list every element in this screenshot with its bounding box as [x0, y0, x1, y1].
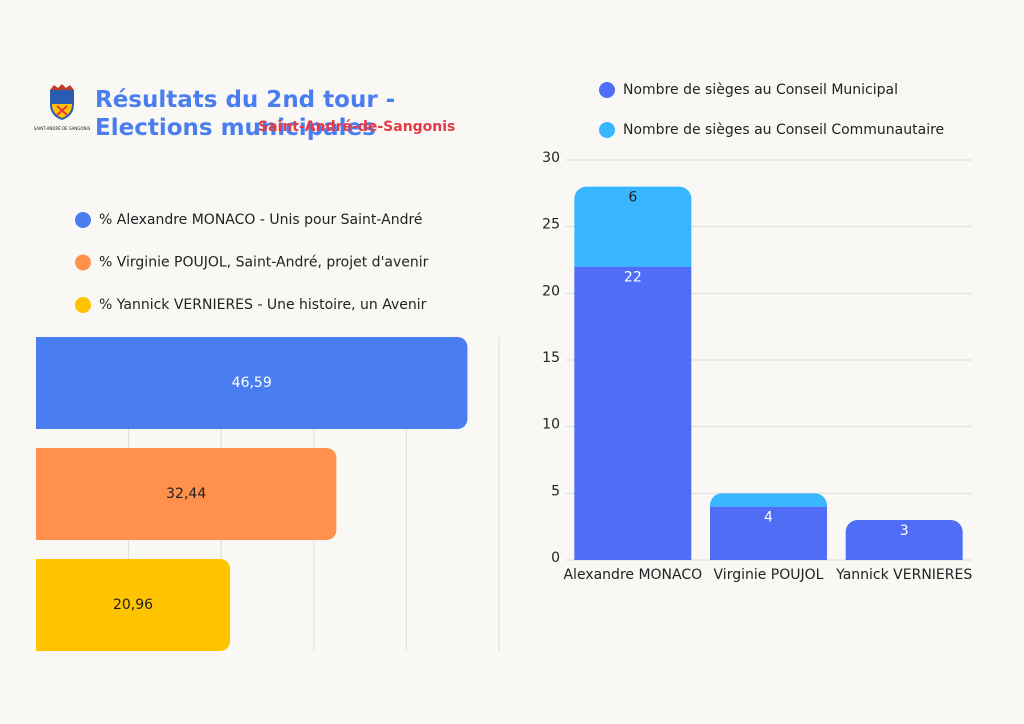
- legend-marker: [75, 297, 91, 313]
- legend-marker: [75, 212, 91, 228]
- logo-crown: [50, 84, 74, 90]
- bar-segment: [710, 506, 827, 560]
- value-label: 6: [628, 190, 637, 206]
- legend-label: % Yannick VERNIERES - Une histoire, un A…: [99, 297, 427, 313]
- bar-segment: [845, 520, 963, 560]
- y-tick-label: 10: [542, 417, 560, 433]
- y-tick-label: 15: [542, 350, 560, 366]
- x-tick-label: Virginie POUJOL: [714, 567, 824, 583]
- title: Résultats du 2nd tour - Elections munici…: [95, 87, 396, 141]
- value-label: 4: [764, 510, 773, 526]
- y-tick-label: 30: [542, 150, 560, 166]
- bar: [36, 559, 231, 651]
- logo-cross: [56, 105, 68, 116]
- bar: [36, 337, 468, 429]
- value-label: 32,44: [166, 486, 206, 502]
- legend-label: Nombre de sièges au Conseil Municipal: [623, 82, 898, 98]
- logo: SAINT-ANDRÉ DE SANGONIS: [34, 84, 91, 131]
- value-label: 22: [624, 270, 642, 286]
- bar-segment: [574, 266, 692, 560]
- bar-segment: [710, 493, 827, 507]
- x-tick-label: Yannick VERNIERES: [835, 567, 972, 583]
- y-tick-label: 25: [542, 217, 560, 233]
- legend-marker: [599, 122, 615, 138]
- legend-marker: [75, 254, 91, 271]
- y-tick-label: 0: [551, 550, 560, 566]
- legend-label: % Virginie POUJOL, Saint-André, projet d…: [99, 255, 429, 271]
- legend-label: Nombre de sièges au Conseil Communautair…: [623, 122, 944, 138]
- bar-segment: [574, 186, 692, 267]
- x-tick-label: Alexandre MONACO: [563, 567, 702, 583]
- value-label: 20,96: [113, 597, 153, 613]
- y-tick-label: 20: [542, 283, 560, 299]
- value-label: 3: [900, 523, 909, 539]
- legend-label: % Alexandre MONACO - Unis pour Saint-And…: [99, 212, 423, 228]
- logo-text: SAINT-ANDRÉ DE SANGONIS: [34, 126, 91, 131]
- value-label: 46,59: [232, 375, 272, 391]
- bar: [36, 448, 337, 540]
- legend-marker: [599, 82, 615, 98]
- y-tick-label: 5: [551, 483, 560, 499]
- subtitle: Saint-André-de-Sangonis: [258, 119, 456, 135]
